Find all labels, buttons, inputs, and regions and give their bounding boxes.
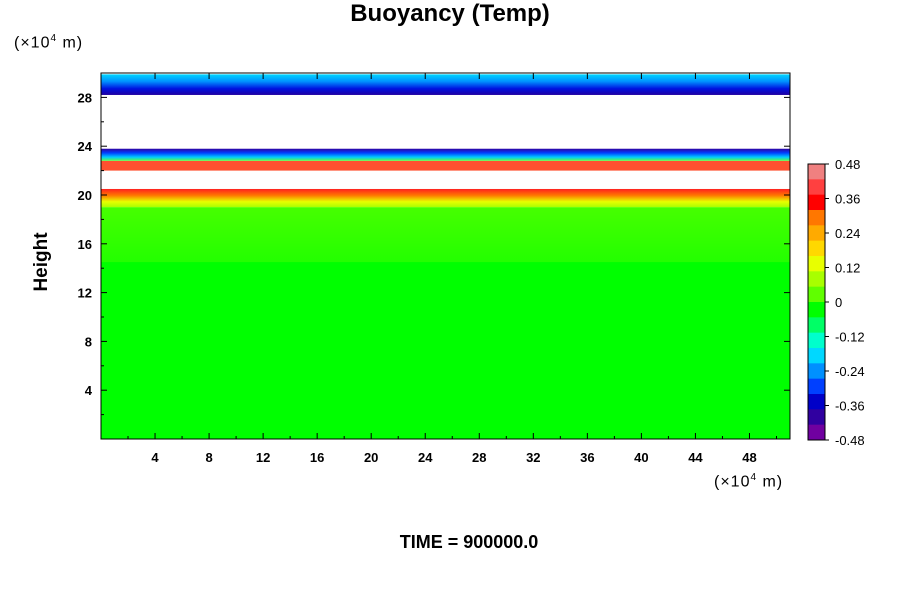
plot-frame — [100, 72, 791, 440]
band-middle-missing — [101, 170, 790, 189]
band-upper-missing — [101, 94, 790, 149]
x-tick-label: 8 — [205, 450, 212, 465]
colorbar-tick-label: -0.12 — [835, 330, 865, 345]
colorbar-tick-label: 0.48 — [835, 157, 860, 172]
x-tick-label: 36 — [580, 450, 594, 465]
x-tick-label: 48 — [742, 450, 756, 465]
colorbar-tick-label: -0.24 — [835, 364, 865, 379]
x-tick-label: 28 — [472, 450, 486, 465]
x-tick-label: 40 — [634, 450, 648, 465]
y-tick-label: 8 — [85, 334, 92, 349]
colorbar-segment — [808, 194, 825, 211]
colorbar-tick-label: 0.12 — [835, 261, 860, 276]
colorbar-tick-label: -0.36 — [835, 399, 865, 414]
colorbar-tick-label: -0.48 — [835, 433, 865, 448]
x-tick-label: 12 — [256, 450, 270, 465]
colorbar-segment — [808, 424, 825, 441]
colorbar-segment — [808, 363, 825, 380]
y-tick-label: 16 — [78, 237, 92, 252]
chart-title: Buoyancy (Temp) — [350, 0, 550, 27]
colorbar-segment — [808, 286, 825, 303]
band-lower-upper-tint — [101, 207, 790, 263]
x-axis-unit: (×104 m) — [714, 472, 784, 491]
time-label: TIME = 900000.0 — [399, 532, 539, 552]
x-tick-label: 16 — [310, 450, 324, 465]
band-cold-layer — [101, 148, 790, 161]
y-tick-label: 12 — [78, 286, 92, 301]
y-tick-label: 24 — [78, 139, 93, 154]
colorbar-segment — [808, 271, 825, 288]
colorbar-segment — [808, 378, 825, 395]
colorbar-segment — [808, 302, 825, 318]
colorbar-segment — [808, 164, 825, 180]
colorbar-segment — [808, 240, 825, 257]
y-axis-unit: (×104 m) — [14, 33, 84, 52]
colorbar-segment — [808, 348, 825, 364]
colorbar-segment — [808, 179, 825, 196]
colorbar-segment — [808, 256, 825, 272]
band-top-gap — [101, 73, 790, 75]
colorbar-segment — [808, 225, 825, 242]
y-tick-label: 20 — [78, 188, 92, 203]
colorbar-tick-label: 0.24 — [835, 226, 860, 241]
colorbar-tick-label: 0.36 — [835, 192, 860, 207]
colorbar-segment — [808, 332, 825, 349]
colorbar-segment — [808, 394, 825, 410]
x-tick-label: 20 — [364, 450, 378, 465]
x-tick-label: 44 — [688, 450, 703, 465]
band-warm-interface — [101, 160, 790, 171]
colorbar-segment — [808, 317, 825, 334]
y-tick-label: 4 — [85, 383, 93, 398]
colorbar-segment — [808, 409, 825, 426]
colorbar-tick-label: 0 — [835, 295, 842, 310]
y-tick-label: 28 — [78, 90, 92, 105]
band-top-layer — [101, 74, 790, 95]
x-tick-label: 32 — [526, 450, 540, 465]
colorbar-segment — [808, 210, 825, 226]
x-tick-label: 24 — [418, 450, 433, 465]
x-tick-label: 4 — [151, 450, 159, 465]
band-warm-layer — [101, 188, 790, 208]
